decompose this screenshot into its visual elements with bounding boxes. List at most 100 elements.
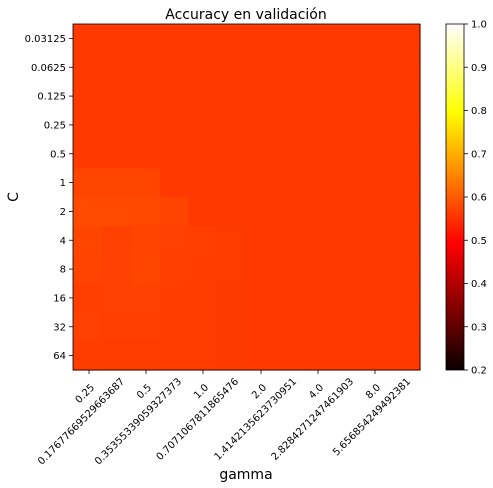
heatmap-cell <box>159 197 190 227</box>
heatmap-cell <box>304 24 334 54</box>
heatmap-cell <box>333 225 363 256</box>
heatmap-cell <box>246 283 277 313</box>
colorbar-tick-label: 0.4 <box>471 279 487 290</box>
heatmap-cell <box>391 24 421 54</box>
heatmap-cells <box>73 24 421 371</box>
heatmap-cell <box>217 254 248 285</box>
heatmap-cell <box>188 81 219 112</box>
chart-title: Accuracy en validación <box>165 7 326 23</box>
heatmap-cell <box>217 341 248 371</box>
heatmap-cell <box>246 254 277 285</box>
heatmap-cell <box>217 110 248 140</box>
heatmap-cell <box>275 24 305 54</box>
heatmap-cell <box>246 24 277 54</box>
heatmap-cell <box>101 341 132 371</box>
heatmap-cell <box>275 52 305 83</box>
heatmap-cell <box>159 110 190 140</box>
heatmap-cell <box>391 283 421 313</box>
heatmap-cell <box>333 341 363 371</box>
x-tick-label-overlay: 8.0 <box>364 382 383 401</box>
heatmap-cell <box>246 225 277 256</box>
heatmap-cell <box>362 225 392 256</box>
x-axis: 0.176776695296636870.250.353553390593273… <box>36 370 413 467</box>
y-tick-label: 0.0625 <box>31 63 66 74</box>
colorbar-tick-label: 0.3 <box>471 322 487 333</box>
heatmap-cell <box>217 52 248 83</box>
heatmap-cell <box>275 81 305 112</box>
heatmap-cell <box>362 168 392 198</box>
heatmap-cell <box>101 254 132 285</box>
heatmap-cell <box>304 283 334 313</box>
heatmap-cell <box>159 81 190 112</box>
heatmap-cell <box>333 312 363 342</box>
x-tick-label-overlay: 1.0 <box>192 382 211 401</box>
y-tick-label: 32 <box>53 322 66 333</box>
heatmap-cell <box>130 52 161 83</box>
heatmap-cell <box>391 52 421 83</box>
heatmap-cell <box>130 139 161 169</box>
heatmap-cell <box>333 139 363 169</box>
heatmap-cell <box>362 139 392 169</box>
heatmap-cell <box>73 110 103 140</box>
colorbar-tick-label: 0.8 <box>471 106 487 117</box>
y-tick-label: 1 <box>60 178 66 189</box>
heatmap-cell <box>130 110 161 140</box>
heatmap-cell <box>217 283 248 313</box>
heatmap-cell <box>217 197 248 227</box>
heatmap-cell <box>217 139 248 169</box>
heatmap-cell <box>362 254 392 285</box>
heatmap-cell <box>188 24 219 54</box>
heatmap-cell <box>246 139 277 169</box>
heatmap-cell <box>333 24 363 54</box>
heatmap-cell <box>101 283 132 313</box>
heatmap-cell <box>362 312 392 342</box>
heatmap-cell <box>304 254 334 285</box>
heatmap-cell <box>333 81 363 112</box>
heatmap-cell <box>246 341 277 371</box>
heatmap-cell <box>73 81 103 112</box>
heatmap-cell <box>304 139 334 169</box>
heatmap-cell <box>246 81 277 112</box>
heatmap-cell <box>101 24 132 54</box>
heatmap-cell <box>304 225 334 256</box>
heatmap-cell <box>101 197 132 227</box>
heatmap-cell <box>130 283 161 313</box>
heatmap-cell <box>101 52 132 83</box>
heatmap-cell <box>304 168 334 198</box>
y-axis-label: C <box>6 192 22 202</box>
x-tick-label-overlay: 4.0 <box>307 382 326 401</box>
heatmap-cell <box>217 225 248 256</box>
heatmap-cell <box>304 52 334 83</box>
heatmap-cell <box>217 168 248 198</box>
heatmap-cell <box>246 52 277 83</box>
heatmap-cell <box>275 254 305 285</box>
heatmap-cell <box>101 312 132 342</box>
heatmap-cell <box>391 139 421 169</box>
heatmap-cell <box>391 168 421 198</box>
heatmap-cell <box>333 254 363 285</box>
heatmap-cell <box>188 341 219 371</box>
y-tick-label: 16 <box>53 293 66 304</box>
heatmap-cell <box>275 197 305 227</box>
heatmap-cell <box>391 110 421 140</box>
heatmap-cell <box>101 81 132 112</box>
heatmap-cell <box>217 312 248 342</box>
heatmap-cell <box>304 197 334 227</box>
heatmap-cell <box>391 197 421 227</box>
heatmap-cell <box>159 52 190 83</box>
heatmap-cell <box>333 110 363 140</box>
heatmap-cell <box>159 139 190 169</box>
heatmap-cell <box>362 110 392 140</box>
y-tick-label: 8 <box>60 265 66 276</box>
colorbar <box>445 23 465 371</box>
heatmap-cell <box>73 168 103 198</box>
heatmap-cell <box>362 52 392 83</box>
heatmap-cell <box>130 254 161 285</box>
heatmap-cell <box>333 197 363 227</box>
x-tick-label-overlay: 2.0 <box>250 382 269 401</box>
heatmap-cell <box>362 24 392 54</box>
heatmap-cell <box>246 110 277 140</box>
heatmap-cell <box>73 254 103 285</box>
y-tick-label: 0.5 <box>50 149 66 160</box>
